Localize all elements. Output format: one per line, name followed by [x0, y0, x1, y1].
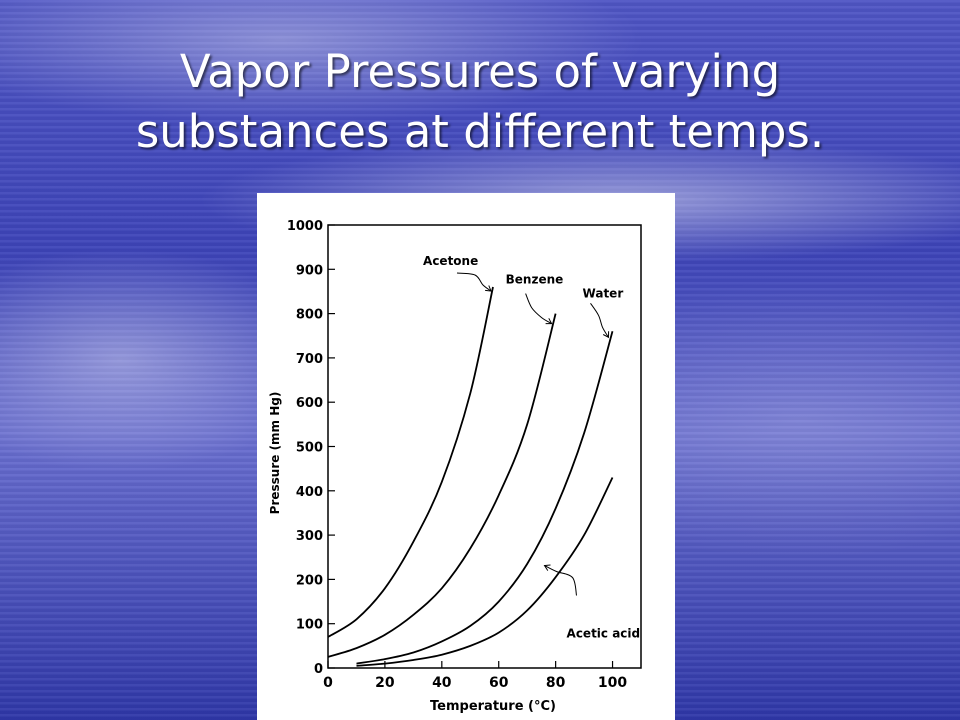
- x-tick-label: 40: [432, 675, 452, 691]
- x-tick-label: 0: [323, 675, 333, 691]
- x-tick-label: 100: [598, 675, 627, 691]
- series-arrowhead-acetic-acid: [543, 564, 551, 571]
- y-tick-label: 1000: [287, 219, 323, 234]
- x-tick-label: 60: [489, 675, 509, 691]
- y-tick-label: 500: [296, 441, 323, 456]
- series-line-benzene: [327, 313, 557, 658]
- x-tick-label: 80: [546, 675, 566, 691]
- y-tick-label: 100: [296, 618, 323, 633]
- slide-title-line-1: Vapor Pressures of varying: [179, 45, 781, 98]
- y-tick-label: 0: [314, 662, 323, 677]
- x-tick-label: 20: [375, 675, 395, 691]
- y-axis-label: Pressure (mm Hg): [268, 392, 282, 515]
- series-label-benzene: Benzene: [506, 273, 564, 287]
- y-tick-label: 400: [296, 485, 323, 500]
- series-arrow-water: [590, 303, 609, 338]
- series-arrow-acetone: [456, 272, 492, 292]
- slide-title-line-2: substances at different temps.: [135, 105, 825, 158]
- series-arrowhead-benzene: [545, 318, 553, 325]
- series-arrowhead-water: [602, 331, 610, 339]
- x-axis-label: Temperature (°C): [430, 699, 556, 714]
- y-tick-label: 800: [296, 308, 323, 323]
- y-tick-label: 300: [296, 529, 323, 544]
- y-tick-label: 600: [296, 396, 323, 411]
- series-line-water: [356, 331, 614, 665]
- y-tick-label: 200: [296, 573, 323, 588]
- slide-title: Vapor Pressures of varying substances at…: [0, 42, 960, 162]
- series-label-acetic-acid: Acetic acid: [567, 627, 641, 641]
- series-line-acetone: [327, 286, 494, 638]
- y-tick-label: 900: [296, 263, 323, 278]
- series-label-acetone: Acetone: [423, 254, 478, 268]
- y-tick-label: 700: [296, 352, 323, 367]
- vapor-pressure-chart: 0 100 200 300 400 500 600 700 800 900 1000 0 20 40 60 8…: [257, 193, 675, 720]
- series-line-acetic-acid: [356, 477, 614, 667]
- series-label-water: Water: [583, 286, 624, 300]
- series-arrow-benzene: [525, 293, 552, 325]
- series-arrowhead-acetone: [485, 285, 492, 292]
- series-arrow-acetic-acid: [544, 565, 577, 596]
- chart-svg: 0 100 200 300 400 500 600 700 800 900 1000 0 20 40 60 8…: [268, 219, 642, 714]
